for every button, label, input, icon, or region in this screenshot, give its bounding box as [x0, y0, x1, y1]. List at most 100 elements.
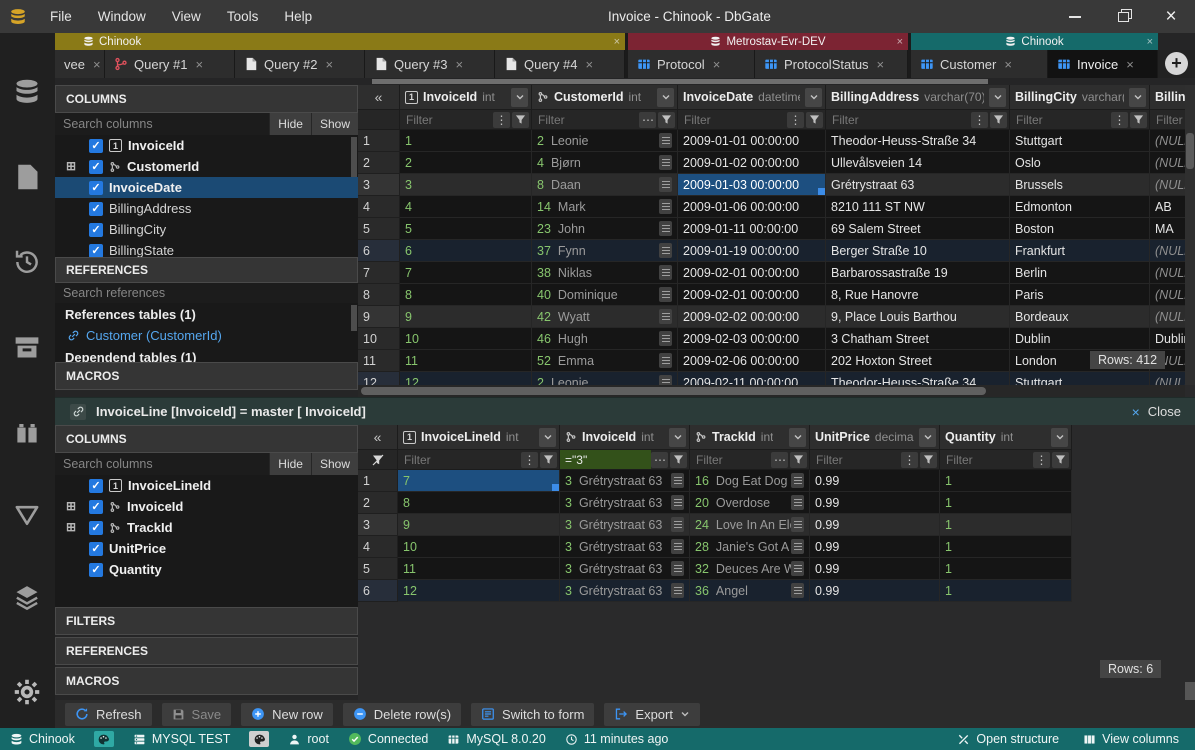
status-chinook[interactable]: Chinook [10, 732, 75, 746]
grid-cell-quantity[interactable]: 1 [940, 492, 1072, 514]
grid-cell-invoiceid[interactable]: 10 [400, 328, 532, 350]
kebab-icon[interactable]: ⋮ [1111, 111, 1128, 128]
row-number-cell[interactable]: 12 [358, 372, 400, 385]
scrollbar-thumb[interactable] [351, 305, 357, 331]
grid-cell-invoicedate[interactable]: 2009-01-02 00:00:00 [678, 152, 826, 174]
grid-cell-invoicelineid[interactable]: 9 [398, 514, 560, 536]
scrollbar-thumb[interactable] [361, 387, 986, 395]
grid-cell-billingaddress[interactable]: Barbarossastraße 19 [826, 262, 1010, 284]
grid-cell-invoicelineid[interactable]: 11 [398, 558, 560, 580]
kebab-icon[interactable]: ⋮ [971, 111, 988, 128]
search-references-input[interactable]: Search references [55, 283, 358, 303]
grid-cell-invoiceid[interactable]: 1 [400, 130, 532, 152]
row-number-cell[interactable]: 6 [358, 580, 398, 602]
grid-cell-invoiceid[interactable]: 3 Grétrystraat 63 [560, 470, 690, 492]
menu-window[interactable]: Window [97, 9, 146, 24]
grid-cell-invoiceid[interactable]: 3 Grétrystraat 63 [560, 492, 690, 514]
grid-cell-invoiceid[interactable]: 5 [400, 218, 532, 240]
grid-cell-billingaddress[interactable]: 69 Salem Street [826, 218, 1010, 240]
grid-cell-quantity[interactable]: 1 [940, 580, 1072, 602]
search-input[interactable]: Search columns [55, 113, 270, 135]
grid-cell-trackid[interactable]: 36 Angel [690, 580, 810, 602]
detail-document-icon[interactable] [671, 583, 684, 598]
chevron-down-icon[interactable] [919, 427, 936, 447]
tab-close-icon[interactable]: × [1004, 56, 1012, 72]
grid-cell-billingcity[interactable]: Bordeaux [1010, 306, 1150, 328]
grid-cell-customerid[interactable]: 38 Niklas [532, 262, 678, 284]
grid-cell-billingcity[interactable]: Boston [1010, 218, 1150, 240]
row-number-cell[interactable]: 8 [358, 284, 400, 306]
tab-close-icon[interactable]: × [876, 56, 885, 72]
detail-document-icon[interactable] [791, 539, 804, 554]
chevron-down-icon[interactable] [657, 87, 674, 107]
kebab-icon[interactable]: ⋮ [1033, 451, 1050, 468]
row-number-cell[interactable]: 6 [358, 240, 400, 262]
filter-input[interactable]: Filter [696, 452, 723, 467]
kebab-menu-icon[interactable]: ⋮ [495, 112, 508, 127]
kebab-menu-icon[interactable]: ⋮ [1035, 452, 1048, 467]
section-header-columns[interactable]: COLUMNS [55, 85, 358, 113]
tab-close-icon[interactable]: × [712, 56, 721, 72]
show-button[interactable]: Show [310, 113, 358, 135]
grid-cell-invoiceid[interactable]: 3 [400, 174, 532, 196]
reference-close-button[interactable]: × Close [1132, 404, 1195, 420]
grid-cell-invoiceid[interactable]: 3 Grétrystraat 63 [560, 514, 690, 536]
row-number-cell[interactable]: 3 [358, 174, 400, 196]
row-number-cell[interactable]: 4 [358, 196, 400, 218]
chevron-down-icon[interactable] [789, 427, 806, 447]
vertical-scrollbar[interactable] [1185, 85, 1195, 385]
checkbox[interactable]: ✓ [89, 159, 103, 174]
detail-document-icon[interactable] [791, 561, 804, 576]
filter-cell-trackid[interactable]: Filter ⋯ [690, 450, 810, 470]
kebab-menu-icon[interactable]: ⋮ [903, 452, 916, 467]
filter-cell-unitprice[interactable]: Filter ⋮ [810, 450, 940, 470]
column-item-billingstate[interactable]: ✓ BillingState [55, 240, 358, 257]
grid-cell-billingstate[interactable]: (NULL) [1150, 372, 1195, 385]
row-number-cell[interactable]: 7 [358, 262, 400, 284]
section-header-references[interactable]: REFERENCES [55, 257, 358, 283]
row-number-cell[interactable]: 4 [358, 536, 398, 558]
checkbox[interactable]: ✓ [89, 562, 103, 577]
expand-icon[interactable]: ⊞ [66, 499, 77, 513]
tab-close-icon[interactable]: × [1126, 56, 1134, 72]
column-header-invoiceid[interactable]: InvoiceId int [560, 425, 690, 450]
funnel-icon[interactable] [670, 451, 687, 468]
grid-cell-billingcity[interactable]: Dublin [1010, 328, 1150, 350]
grid-cell-invoiceid[interactable]: 4 [400, 196, 532, 218]
section-header-filters[interactable]: FILTERS [55, 607, 358, 635]
checkbox[interactable]: ✓ [89, 499, 103, 514]
tab-customer[interactable]: Customer × [911, 50, 1048, 78]
section-header-macros[interactable]: MACROS [55, 362, 358, 390]
tab-query-2[interactable]: Query #2 × [235, 50, 365, 78]
status-mysql-test[interactable]: MYSQL TEST [133, 732, 230, 746]
grid-cell-customerid[interactable]: 37 Fynn [532, 240, 678, 262]
column-item-customerid[interactable]: ⊞ ✓ CustomerId [55, 156, 358, 177]
detail-document-icon[interactable] [659, 375, 672, 385]
column-header-customerid[interactable]: CustomerId int [532, 85, 678, 110]
filter-input[interactable]: Filter [1156, 112, 1183, 127]
grid-cell-invoicelineid[interactable]: 10 [398, 536, 560, 558]
filter-cell-quantity[interactable]: Filter ⋮ [940, 450, 1072, 470]
grid-cell-customerid[interactable]: 42 Wyatt [532, 306, 678, 328]
scrollbar-thumb[interactable] [1186, 133, 1194, 169]
show-button[interactable]: Show [310, 453, 358, 475]
grid-cell-unitprice[interactable]: 0.99 [810, 580, 940, 602]
chevron-down-icon[interactable] [805, 87, 822, 107]
ellipsis-icon[interactable]: ⋯ [639, 111, 656, 128]
ellipsis-icon[interactable]: ⋯ [771, 451, 788, 468]
detail-document-icon[interactable] [659, 243, 672, 258]
filter-cell-invoicedate[interactable]: Filter ⋮ [678, 110, 826, 130]
kebab-icon[interactable]: ⋮ [521, 451, 538, 468]
column-item-billingcity[interactable]: ✓ BillingCity [55, 219, 358, 240]
tab-vee[interactable]: vee × [55, 50, 105, 78]
kebab-menu-icon[interactable]: ⋮ [789, 112, 802, 127]
hide-button[interactable]: Hide [269, 113, 311, 135]
reference-link-customer-customerid[interactable]: Customer (CustomerId) [55, 325, 358, 346]
grid-cell-invoicedate[interactable]: 2009-02-01 00:00:00 [678, 284, 826, 306]
filter-input[interactable]: Filter [1016, 112, 1043, 127]
grid-cell-billingstate[interactable]: Dublin [1150, 328, 1195, 350]
connection-close-icon[interactable]: × [613, 35, 620, 48]
column-item-invoiceid[interactable]: ⊞ ✓ InvoiceId [55, 496, 358, 517]
